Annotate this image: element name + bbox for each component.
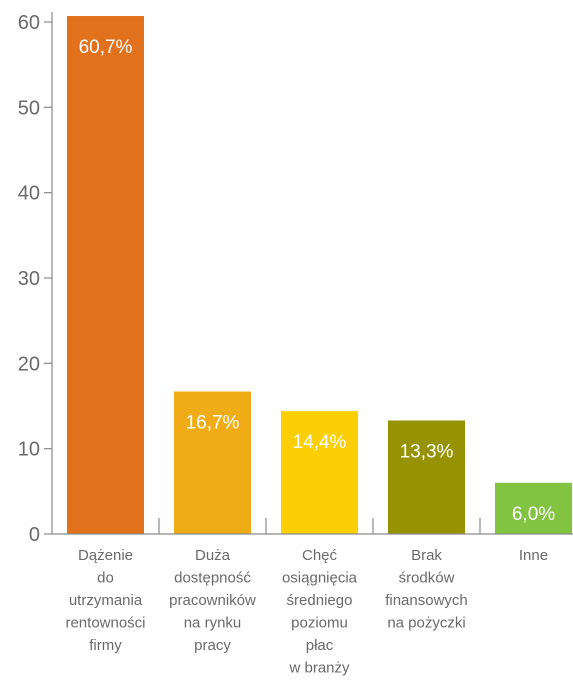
category-label-line: finansowych (385, 592, 468, 609)
category-label-line: płac (306, 637, 334, 654)
data-label: 6,0% (512, 504, 555, 525)
category-label-line: na pożyczki (387, 615, 465, 632)
data-label: 13,3% (400, 442, 454, 463)
y-axis: 0 10 20 30 40 50 60 (18, 12, 53, 546)
category-label-line: średniego (287, 592, 353, 609)
bar (495, 482, 572, 534)
category-label-line: dostępność (174, 570, 251, 587)
category-label-line: utrzymania (69, 592, 143, 609)
y-tick-label: 60 (18, 12, 40, 34)
category-label: Inne (519, 547, 548, 564)
bar (174, 391, 251, 534)
data-label: 14,4% (293, 432, 347, 453)
y-tick-label: 10 (18, 439, 40, 461)
category-label: Chęć osiągnięcia średniego poziomu płac w bra… (282, 547, 358, 677)
category-label-line: poziomu (291, 615, 348, 632)
y-tick-label: 20 (18, 353, 40, 375)
x-axis: Dążenie do utrzymania rentowności firmy Duża d… (52, 518, 573, 677)
category-label-line: pracowników (169, 592, 256, 609)
category-label-line: Dążenie (78, 547, 133, 564)
category-label-line: Brak (411, 547, 442, 564)
category-label-line: w branży (288, 660, 350, 677)
y-tick-label: 0 (29, 524, 40, 546)
category-label-line: do (97, 570, 114, 587)
category-label-line: pracy (194, 637, 231, 654)
category-label-line: rentowności (65, 615, 145, 632)
y-tick-label: 30 (18, 268, 40, 290)
y-tick-label: 40 (18, 183, 40, 205)
category-label: Brak środków finansowych na pożyczki (385, 547, 468, 632)
category-label-line: środków (399, 570, 455, 587)
bars: 60,7% 16,7% 14,4% 13,3% 6,0% (67, 16, 572, 534)
bar (67, 16, 144, 534)
category-label: Dążenie do utrzymania rentowności firmy (65, 547, 145, 654)
data-label: 60,7% (79, 37, 133, 58)
category-label-line: Inne (519, 547, 548, 564)
bar (388, 420, 465, 534)
category-label-line: Duża (195, 547, 231, 564)
bar (281, 411, 358, 534)
category-label-line: na rynku (184, 615, 242, 632)
category-label: Duża dostępność pracowników na rynku pracy (169, 547, 256, 654)
category-label-line: Chęć (302, 547, 338, 564)
data-label: 16,7% (186, 412, 240, 433)
y-tick-label: 50 (18, 97, 40, 119)
category-label-line: osiągnięcia (282, 570, 358, 587)
category-label-line: firmy (89, 637, 122, 654)
